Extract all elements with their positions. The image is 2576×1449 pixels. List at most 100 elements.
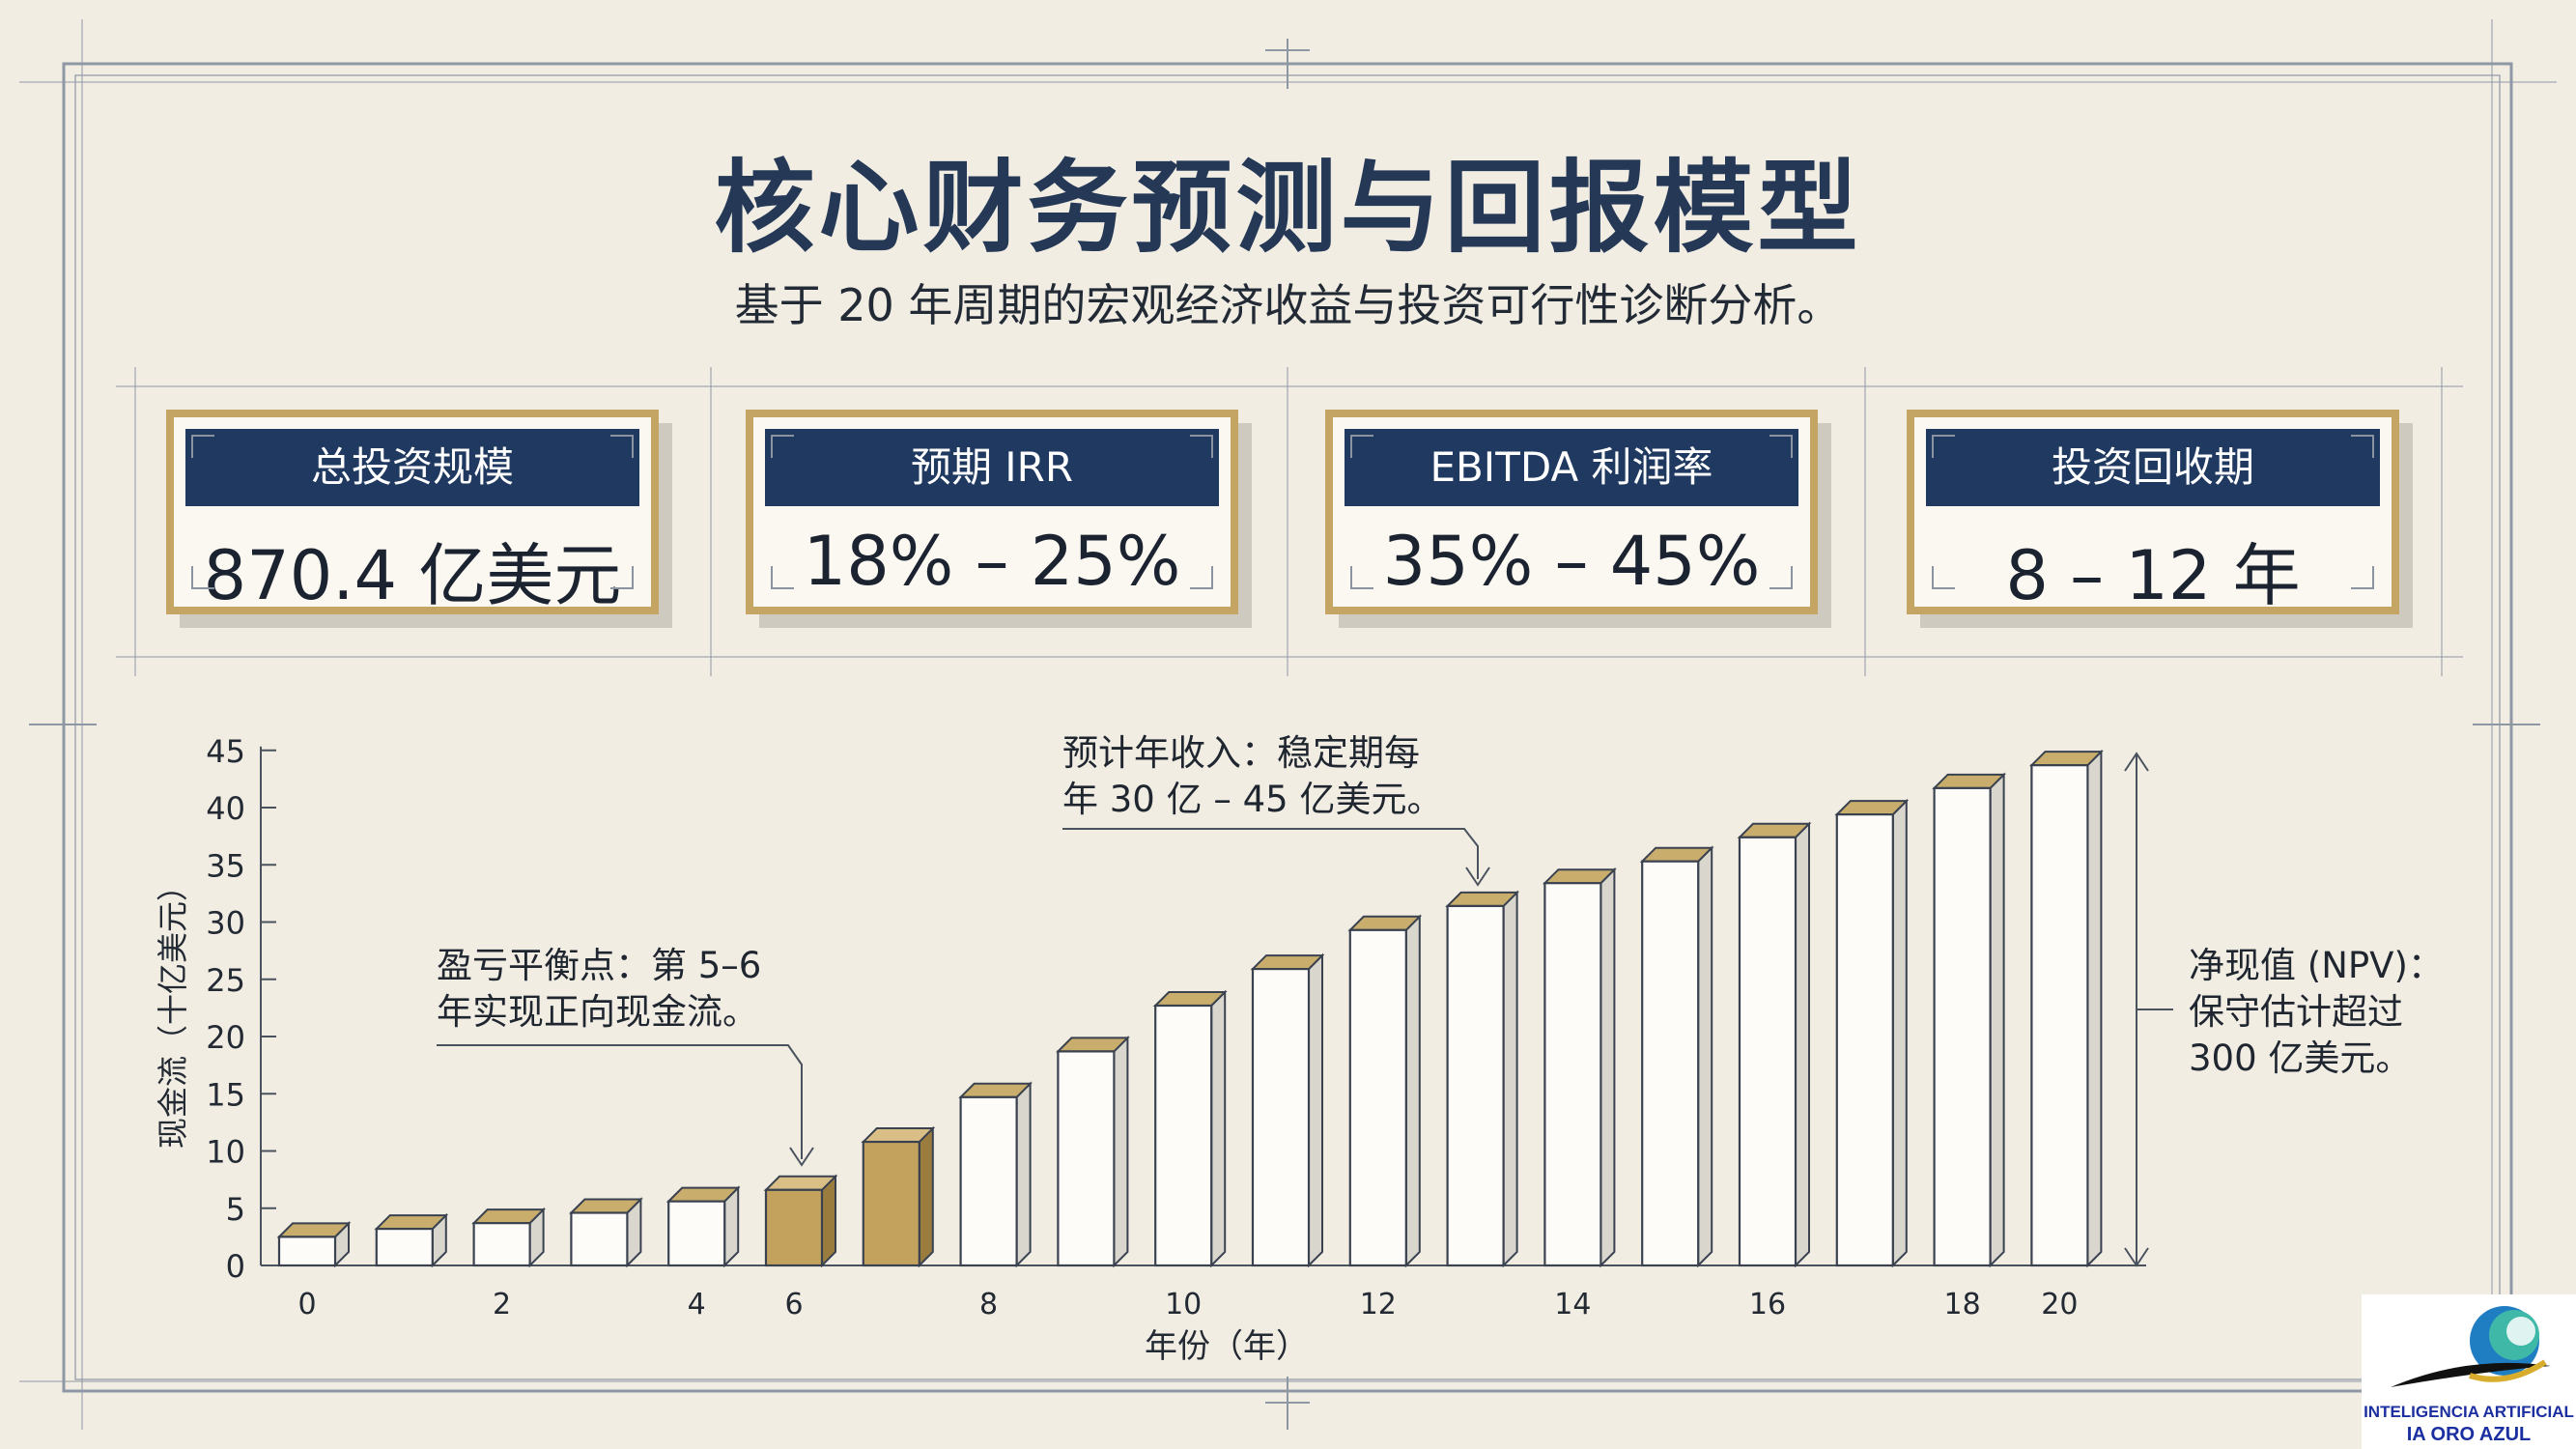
bar — [374, 1212, 449, 1268]
bar-front — [862, 1140, 920, 1267]
y-tick-label: 25 — [206, 962, 245, 999]
bar — [1445, 890, 1520, 1268]
bar-top — [1932, 773, 2007, 789]
bar-top — [958, 1082, 1033, 1098]
y-tick-label: 40 — [206, 790, 245, 827]
logo-text-line2: IA ORO AZUL — [2406, 1424, 2532, 1445]
bar-top — [1834, 800, 1910, 816]
bar-top — [1347, 915, 1423, 931]
bar-top — [1445, 891, 1520, 907]
kpi-label: 总投资规模 — [185, 429, 639, 506]
bar — [665, 1185, 741, 1268]
kpi-label: EBITDA 利润率 — [1345, 429, 1798, 506]
corner-bracket — [610, 435, 634, 458]
bar-side — [1210, 989, 1227, 1268]
bar-side — [2086, 749, 2103, 1268]
x-tick-label: 12 — [1360, 1288, 1397, 1321]
corner-bracket — [1932, 435, 1955, 458]
bar-front — [472, 1222, 531, 1267]
bar — [861, 1125, 936, 1268]
bar — [1639, 845, 1714, 1268]
corner-bracket — [1350, 435, 1373, 458]
breakeven-leader — [437, 1044, 803, 1159]
bar-front — [1933, 786, 1992, 1267]
annotation-npv: 净现值 (NPV)： 保守估计超过 300 亿美元。 — [2189, 945, 2444, 1079]
bar-front — [570, 1211, 629, 1267]
bar-front — [1835, 813, 1894, 1267]
bar-front — [1057, 1050, 1116, 1267]
bar-side — [1308, 952, 1323, 1268]
breakeven-arrow — [789, 1147, 814, 1167]
bar — [1250, 952, 1325, 1268]
bar-top — [1737, 822, 1812, 838]
kpi-label: 预期 IRR — [765, 429, 1219, 506]
bar-top — [665, 1186, 741, 1203]
x-tick-label: 2 — [493, 1288, 511, 1321]
x-tick-label: 8 — [979, 1288, 998, 1321]
bar-top — [471, 1208, 547, 1225]
bar — [958, 1081, 1033, 1268]
bar — [1834, 798, 1910, 1268]
bar-top — [1250, 954, 1325, 971]
bar-side — [1599, 867, 1616, 1268]
y-tick-label: 10 — [206, 1134, 245, 1171]
bar-top — [276, 1222, 352, 1238]
corner-bracket — [771, 435, 794, 458]
bar-front — [1348, 928, 1407, 1267]
bar-side — [1404, 914, 1421, 1268]
bar-side — [1015, 1081, 1032, 1268]
bar-side — [821, 1174, 836, 1268]
bar — [763, 1174, 838, 1268]
bar — [1932, 772, 2007, 1268]
bar-top — [861, 1127, 936, 1144]
annotation-revenue: 预计年收入：稳定期每 年 30 亿 – 45 亿美元。 — [1062, 732, 1443, 820]
kpi-card-ebitda-margin: EBITDA 利润率 35% – 45% — [1325, 410, 1818, 614]
x-tick-label: 20 — [2041, 1288, 2078, 1321]
globe-swoosh-icon — [2391, 1306, 2551, 1387]
kpi-value: 8 – 12 年 — [2005, 536, 2301, 615]
kpi-value: 35% – 45% — [1382, 522, 1761, 601]
bar-top — [374, 1214, 449, 1231]
y-axis-label: 现金流（十亿美元） — [155, 870, 191, 1149]
bar-top — [1055, 1037, 1130, 1053]
bar-front — [1543, 882, 1602, 1267]
bar — [2028, 749, 2104, 1268]
y-tick-label: 35 — [206, 847, 245, 884]
npv-arrow-down — [2124, 1247, 2149, 1267]
corner-bracket — [1932, 566, 1955, 589]
kpi-card-payback-period: 投资回收期 8 – 12 年 — [1907, 410, 2399, 615]
corner-bracket — [1769, 435, 1793, 458]
bar-front — [375, 1227, 434, 1267]
x-tick-label: 14 — [1554, 1288, 1591, 1321]
corner-bracket — [1769, 566, 1793, 589]
bar-side — [918, 1125, 934, 1268]
bar — [276, 1220, 352, 1268]
bar-top — [1152, 991, 1228, 1008]
kpi-value: 870.4 亿美元 — [203, 536, 622, 615]
bar-side — [1795, 821, 1810, 1268]
bar — [1347, 914, 1423, 1268]
bar-front — [2030, 764, 2089, 1267]
corner-bracket — [771, 566, 794, 589]
bar-front — [1154, 1004, 1213, 1267]
bar-top — [1639, 846, 1714, 863]
y-tick-label: 15 — [206, 1076, 245, 1113]
x-tick-label: 18 — [1944, 1288, 1981, 1321]
bar — [471, 1207, 547, 1268]
bar-front — [959, 1095, 1018, 1267]
y-tick-label: 20 — [206, 1019, 245, 1056]
bar-top — [568, 1198, 643, 1214]
bar-side — [1697, 845, 1713, 1268]
bar-top — [763, 1175, 838, 1191]
bar-front — [277, 1236, 337, 1267]
bar-front — [667, 1200, 726, 1267]
revenue-leader — [1062, 828, 1479, 879]
x-tick-label: 16 — [1749, 1288, 1786, 1321]
corner-bracket — [2351, 566, 2374, 589]
bar — [1152, 989, 1228, 1268]
annotation-breakeven: 盈亏平衡点：第 5–6 年实现正向现金流。 — [437, 945, 762, 1033]
bar-side — [1891, 798, 1908, 1268]
page-subtitle: 基于 20 年周期的宏观经济收益与投资可行性诊断分析。 — [734, 279, 1842, 331]
bar-front — [1251, 967, 1311, 1267]
